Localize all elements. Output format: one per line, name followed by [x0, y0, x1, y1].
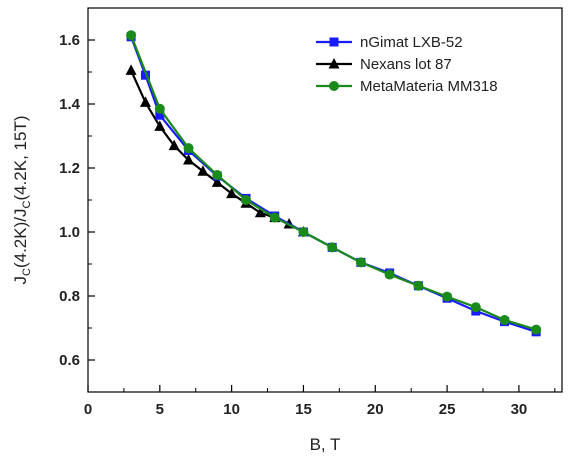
series-3-marker — [298, 227, 309, 237]
y-tick-label: 1.6 — [59, 32, 80, 49]
legend-item-1: nGimat LXB-52 — [316, 34, 463, 51]
x-tick-label: 0 — [84, 401, 92, 418]
y-axis-title-sub-1: C — [21, 268, 33, 276]
series-3-marker — [269, 212, 280, 223]
series-2-marker — [211, 176, 223, 187]
series-2-marker — [254, 206, 266, 218]
plot-frame — [87, 7, 563, 393]
series-2-marker — [139, 96, 151, 107]
legend-label: MetaMateria MM318 — [360, 78, 498, 95]
series-1-marker — [140, 70, 150, 80]
series-3-marker — [212, 170, 223, 181]
series-layer — [125, 30, 542, 337]
series-3 — [126, 30, 542, 335]
x-tick-label: 25 — [439, 401, 456, 418]
legend-label: nGimat LXB-52 — [360, 34, 463, 51]
series-2-marker — [183, 154, 195, 165]
y-axis-title-mid: (4.2K)/J — [11, 209, 30, 269]
series-3-marker — [442, 291, 453, 302]
y-axis-title-sub-2: C — [21, 201, 33, 209]
series-3-marker — [327, 242, 338, 253]
legend-3-marker — [329, 81, 339, 91]
series-3-marker — [241, 195, 251, 205]
x-tick-label: 15 — [295, 401, 312, 418]
y-tick-label: 0.8 — [59, 288, 80, 305]
y-axis-title-j: J — [11, 276, 30, 285]
y-tick-label: 1.2 — [59, 160, 80, 177]
series-2-marker — [197, 165, 209, 176]
legend-item-3: MetaMateria MM318 — [316, 78, 498, 95]
y-tick-label: 0.6 — [59, 352, 80, 369]
x-axis-title: B, T — [310, 435, 341, 454]
series-3-marker — [154, 103, 165, 114]
x-tick-label: 10 — [223, 401, 240, 418]
series-2-marker — [226, 187, 238, 199]
legend-1-marker — [329, 37, 339, 47]
x-tick-label: 5 — [156, 401, 164, 418]
series-3-marker — [531, 324, 542, 335]
legend-label: Nexans lot 87 — [360, 56, 452, 73]
y-axis-title-end: (4.2K, 15T) — [11, 116, 30, 201]
legend-2-marker — [328, 58, 340, 69]
series-3-marker — [355, 257, 366, 268]
series-3-marker — [470, 302, 481, 313]
y-axis-title: JC(4.2K)/JC(4.2K, 15T) — [11, 116, 33, 285]
series-2-line — [130, 69, 304, 233]
series-3-marker — [384, 269, 395, 280]
y-tick-label: 1.4 — [59, 96, 81, 113]
series-2-marker — [168, 139, 180, 151]
x-tick-label: 20 — [367, 401, 384, 418]
series-2-marker — [125, 64, 137, 75]
series-2-marker — [154, 120, 166, 131]
axis-tick-labels: 0 5 10 15 20 25 30 0.6 0.8 1.0 1.2 1.4 1.6 — [59, 32, 527, 418]
y-tick-label: 1.0 — [59, 224, 80, 241]
legend: nGimat LXB-52 Nexans lot 87 MetaMateria MM… — [316, 34, 498, 95]
series-3-marker — [499, 315, 510, 325]
x-tick-label: 30 — [511, 401, 528, 418]
series-3-marker — [183, 143, 194, 154]
series-1-marker — [155, 110, 165, 120]
series-3-marker — [413, 280, 424, 291]
series-3-marker — [126, 30, 137, 41]
axis-ticks — [87, 7, 556, 393]
legend-item-2: Nexans lot 87 — [316, 56, 452, 73]
